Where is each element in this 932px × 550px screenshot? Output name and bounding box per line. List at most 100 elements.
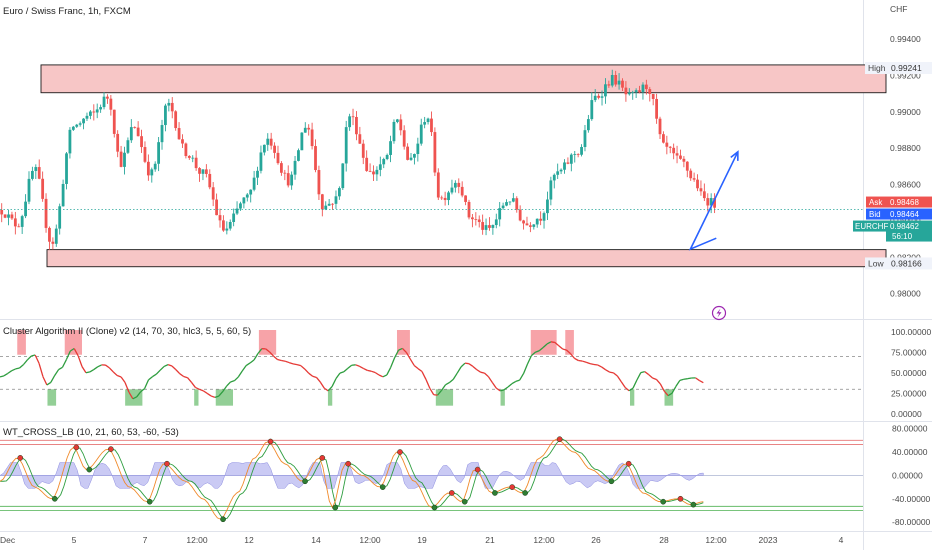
candle-body-25	[85, 115, 89, 119]
candle-body-133	[453, 182, 457, 188]
candle-body-195	[665, 142, 669, 147]
last-tag	[853, 220, 886, 232]
candle-body-122	[416, 143, 420, 155]
candle-body-199	[679, 155, 682, 159]
cluster-seg-177	[687, 377, 692, 380]
cluster-seg-75	[288, 361, 294, 365]
cluster-seg-122	[472, 365, 478, 371]
price-panel[interactable]: Euro / Swiss Franc, 1h, FXCM CHF 0.99400…	[0, 4, 932, 321]
cluster-seg-92	[355, 364, 360, 367]
cluster-seg-156	[605, 369, 610, 373]
candle-body-189	[644, 84, 648, 90]
cluster-seg-171	[663, 390, 669, 397]
candle-body-93	[317, 170, 321, 195]
candle-body-162	[552, 174, 556, 181]
candle-body-127	[433, 132, 437, 173]
candle-body-204	[696, 179, 699, 189]
cluster-seg-144	[558, 345, 564, 350]
cluster-seg-78	[300, 365, 306, 370]
cluster-seg-137	[530, 351, 536, 357]
candle-body-30	[102, 96, 106, 108]
candle-body-110	[375, 169, 379, 175]
candle-body-196	[668, 146, 672, 148]
cluster-seg-105	[405, 352, 411, 360]
cluster-seg-107	[413, 364, 419, 370]
cluster-seg-14	[50, 375, 56, 383]
lightning-icon[interactable]	[711, 305, 727, 321]
candle-body-182	[621, 80, 624, 88]
wt-cross-dot-29	[492, 490, 498, 496]
candle-body-15	[51, 241, 55, 244]
candle-body-187	[638, 90, 641, 93]
candle-body-91	[310, 129, 314, 147]
cluster-seg-85	[327, 385, 333, 392]
low-label-value: 0.98166	[891, 258, 922, 268]
candle-body-61	[208, 173, 212, 188]
wt-cross-dot-20	[345, 460, 352, 467]
cluster-seg-74	[285, 360, 290, 364]
candle-body-67	[228, 221, 232, 229]
candle-body-7	[24, 201, 27, 217]
cluster-seg-42	[159, 365, 165, 371]
cluster-seg-103	[398, 347, 403, 351]
ask-tag	[866, 196, 886, 208]
candle-body-63	[215, 199, 218, 216]
candle-body-181	[617, 80, 621, 85]
candle-body-0	[0, 210, 4, 215]
candle-body-27	[92, 111, 96, 113]
candle-body-134	[457, 182, 461, 187]
price-tick-1: 0.99200	[890, 70, 921, 80]
candle-body-56	[191, 157, 195, 159]
cluster-seg-56	[214, 395, 220, 399]
candle-body-32	[109, 98, 113, 110]
candle-body-119	[406, 146, 410, 160]
oversold-region-8	[664, 389, 674, 406]
candle-body-175	[597, 95, 601, 98]
cluster-seg-174	[675, 379, 681, 387]
cluster-indicator-panel[interactable]: 100.00000 75.00000 50.00000 25.00000 0.00000…	[0, 326, 931, 419]
cluster-seg-19	[69, 347, 75, 352]
currency-label: CHF	[890, 4, 907, 14]
candle-body-180	[614, 74, 618, 85]
x-tick-11: 28	[659, 535, 669, 545]
cluster-seg-101	[390, 357, 396, 368]
candle-body-113	[385, 154, 389, 160]
cluster-seg-97	[374, 371, 380, 376]
time-axis[interactable]: Dec 5 7 12:00 12 14 12:00 19 21 12:00 26 28 12:00 202…	[0, 535, 844, 545]
candle-body-12	[41, 178, 45, 199]
candle-body-85	[290, 174, 294, 186]
candle-body-201	[685, 161, 689, 171]
candle-body-142	[484, 225, 488, 230]
price-tick-6: 0.98200	[890, 252, 921, 262]
candle-body-20	[68, 129, 72, 154]
candle-body-65	[222, 220, 225, 231]
candle-body-48	[164, 105, 167, 126]
x-tick-4: 12	[244, 535, 254, 545]
candle-body-86	[293, 160, 297, 175]
price-labels: High 0.99241 Low 0.98166 Ask 0.98468 Bid 0.9846…	[0, 62, 932, 270]
price-tick-3: 0.98800	[890, 143, 921, 153]
wt-cross-dot-30	[509, 484, 516, 490]
cluster-seg-155	[601, 366, 607, 371]
cluster-seg-22	[81, 366, 87, 374]
cluster-seg-69	[265, 348, 271, 353]
cluster-seg-1	[0, 375, 5, 378]
candle-body-106	[361, 143, 365, 158]
cluster-seg-53	[202, 390, 208, 394]
wt-cross-dot-27	[461, 498, 468, 505]
candle-body-3	[10, 214, 14, 219]
cluster-seg-167	[648, 374, 653, 379]
candle-body-73	[249, 189, 253, 195]
cluster-seg-66	[253, 353, 259, 361]
wt-cross-dot-18	[319, 455, 326, 461]
cluster-seg-99	[382, 374, 388, 378]
candle-body-184	[627, 92, 631, 95]
wt-cross-dot-19	[332, 504, 339, 511]
cluster-seg-113	[437, 389, 443, 396]
cluster-seg-43	[163, 364, 169, 368]
wt-cross-panel[interactable]: 80.00000 40.00000 0.00000 -40.00000 -80.0000…	[0, 424, 931, 527]
wt-cross-dot-5	[86, 466, 93, 473]
candle-body-150	[511, 198, 515, 202]
cluster-series	[0, 341, 704, 400]
